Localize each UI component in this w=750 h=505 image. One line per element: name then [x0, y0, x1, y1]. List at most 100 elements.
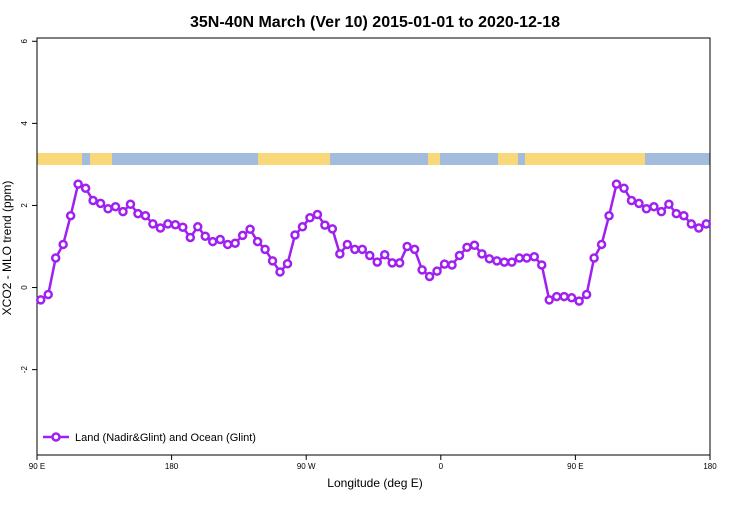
data-point: [260, 244, 270, 255]
data-point: [297, 222, 308, 232]
data-point: [58, 239, 68, 250]
data-point: [686, 219, 697, 229]
data-point: [402, 241, 412, 252]
data-point: [222, 239, 233, 250]
data-point: [574, 296, 584, 306]
data-point: [282, 258, 293, 269]
data-point: [447, 260, 457, 270]
data-point: [492, 256, 502, 266]
data-point: [215, 234, 225, 245]
data-point: [477, 249, 487, 259]
land-ocean-strip: [37, 153, 710, 165]
data-point: [65, 210, 76, 221]
data-point: [170, 219, 181, 230]
data-point: [342, 239, 353, 250]
data-point: [409, 244, 420, 255]
data-point: [671, 208, 682, 219]
data-point: [596, 239, 607, 250]
data-point: [305, 213, 315, 223]
data-point: [88, 195, 98, 206]
x-tick-label: 90 E: [29, 462, 45, 471]
data-point: [619, 183, 629, 193]
data-point: [185, 232, 196, 243]
data-point: [559, 291, 569, 302]
data-point: [110, 201, 121, 212]
data-point: [290, 230, 300, 240]
data-point: [163, 219, 173, 229]
data-point: [537, 260, 547, 270]
data-point: [551, 291, 562, 302]
data-point: [267, 256, 278, 266]
data-point: [43, 289, 53, 300]
data-point: [80, 183, 91, 193]
data-point: [626, 195, 637, 206]
data-point: [634, 198, 644, 209]
data-point: [589, 253, 599, 263]
data-point: [394, 258, 405, 268]
legend-marker: [51, 432, 61, 442]
data-point: [679, 210, 689, 221]
data-point: [252, 236, 263, 247]
data-point: [439, 259, 450, 269]
data-point: [566, 293, 577, 303]
x-tick-label: 0: [439, 462, 444, 471]
data-point: [581, 289, 592, 300]
data-point: [522, 253, 532, 263]
data-point: [611, 179, 622, 189]
data-point: [207, 236, 218, 247]
data-point: [350, 244, 360, 255]
data-point: [649, 201, 659, 212]
y-axis-label: XCO2 - MLO trend (ppm): [0, 181, 14, 316]
data-point: [484, 254, 495, 264]
data-point: [357, 244, 368, 255]
data-point: [178, 222, 188, 232]
data-point: [544, 295, 554, 305]
data-point: [499, 257, 510, 267]
y-tick-label: 6: [20, 39, 29, 44]
data-point: [604, 210, 614, 221]
data-point: [694, 223, 704, 233]
data-point: [335, 249, 345, 259]
data-point: [529, 252, 540, 262]
series-line: [40, 182, 707, 303]
data-point: [424, 271, 435, 282]
data-point: [312, 209, 323, 220]
data-point: [417, 265, 427, 275]
data-point: [387, 258, 397, 268]
data-point: [148, 219, 158, 229]
data-point: [275, 267, 285, 277]
data-point: [320, 220, 330, 230]
chart-title: 35N-40N March (Ver 10) 2015-01-01 to 202…: [190, 14, 560, 31]
data-point: [73, 179, 83, 189]
data-point: [327, 224, 338, 234]
data-point: [245, 224, 255, 235]
data-point: [365, 250, 375, 261]
y-tick-label: 2: [20, 203, 29, 208]
data-point: [379, 249, 390, 260]
data-point: [230, 238, 240, 248]
data-point: [507, 257, 517, 267]
data-point: [118, 206, 128, 217]
data-point: [372, 257, 382, 267]
data-point: [237, 230, 248, 241]
data-point: [103, 203, 113, 214]
data-point: [469, 240, 480, 251]
data-point: [193, 222, 203, 232]
data-point: [155, 223, 166, 233]
data-point: [656, 206, 667, 217]
y-tick-label: -2: [20, 366, 29, 374]
y-tick-label: 0: [20, 285, 29, 290]
data-point: [701, 219, 712, 229]
data-point: [641, 203, 652, 214]
data-point: [664, 199, 674, 209]
plot-frame: [36, 37, 711, 456]
y-tick-label: 4: [20, 121, 29, 126]
data-point: [462, 242, 472, 253]
data-point: [35, 295, 46, 305]
x-axis-label: Longitude (deg E): [327, 476, 422, 490]
data-point: [514, 253, 525, 263]
x-tick-label: 180: [703, 462, 717, 471]
data-point: [50, 253, 61, 263]
data-point: [125, 199, 136, 209]
